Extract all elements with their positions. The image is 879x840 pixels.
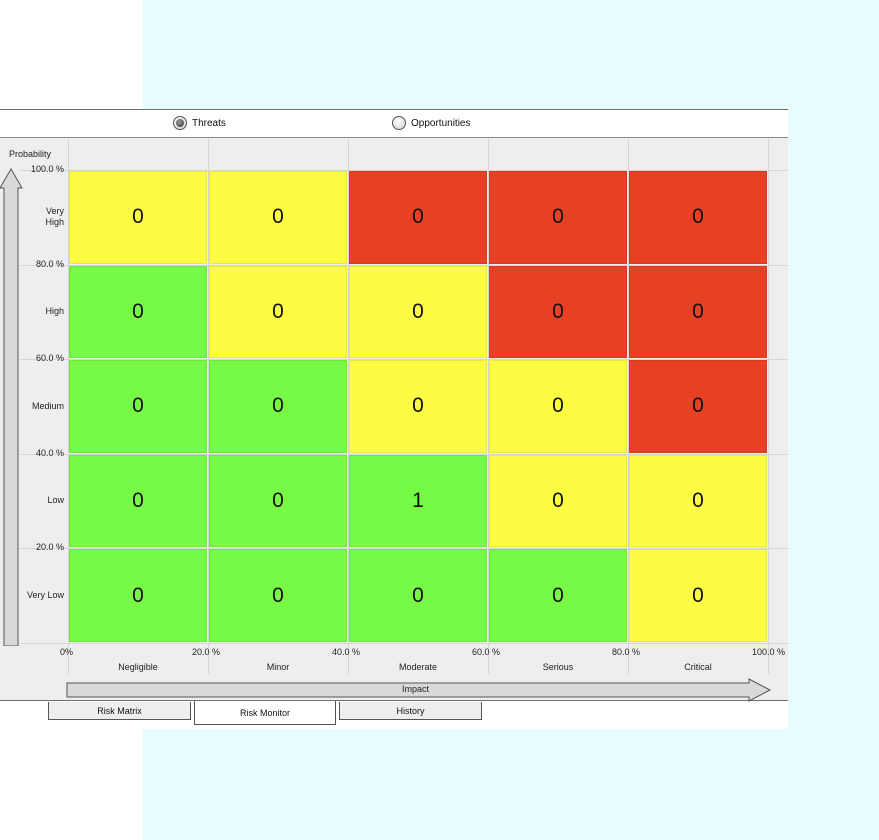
- matrix-cell[interactable]: 0: [69, 360, 207, 453]
- grid-vertical-line: [768, 138, 769, 674]
- matrix-cell[interactable]: 0: [629, 360, 767, 453]
- matrix-cell[interactable]: 0: [489, 360, 627, 453]
- grid-vertical-line: [208, 138, 209, 674]
- tab-risk-monitor[interactable]: Risk Monitor: [194, 701, 336, 725]
- tab-history[interactable]: History: [339, 702, 482, 720]
- matrix-cell[interactable]: 0: [629, 265, 767, 359]
- threats-label: Threats: [192, 117, 226, 129]
- x-axis-title: Impact: [402, 684, 430, 694]
- grid-vertical-line: [488, 138, 489, 674]
- matrix-cell[interactable]: 0: [209, 360, 347, 453]
- opportunities-radio-indicator[interactable]: [392, 116, 406, 130]
- view-tabs: Risk Matrix Risk Monitor History: [0, 701, 788, 729]
- grid-horizontal-line: [20, 453, 788, 455]
- y-tick-label: 20.0 %: [35, 542, 64, 553]
- grid-vertical-line: [68, 138, 69, 674]
- probability-arrow: [0, 168, 23, 646]
- x-category-label: Critical: [684, 662, 712, 672]
- x-category-label: Serious: [542, 662, 574, 672]
- tab-risk-monitor-label: Risk Monitor: [239, 707, 290, 718]
- y-tick-label: 40.0 %: [35, 447, 64, 458]
- matrix-cell[interactable]: 0: [209, 549, 347, 642]
- tab-risk-matrix[interactable]: Risk Matrix: [48, 702, 191, 720]
- matrix-cell[interactable]: 0: [489, 549, 627, 642]
- grid-horizontal-line: [20, 359, 788, 361]
- matrix-cell[interactable]: 1: [349, 454, 487, 548]
- matrix-cell[interactable]: 0: [489, 265, 627, 359]
- threats-radio[interactable]: Threats: [173, 116, 226, 130]
- matrix-cell[interactable]: 0: [489, 171, 627, 264]
- y-category-label: Low: [47, 495, 64, 506]
- y-tick-label: 60.0 %: [35, 353, 64, 364]
- x-category-label: Moderate: [398, 662, 438, 672]
- grid-vertical-line: [628, 138, 629, 674]
- tab-risk-matrix-label: Risk Matrix: [97, 705, 142, 716]
- matrix-cell[interactable]: 0: [629, 171, 767, 264]
- matrix-cell[interactable]: 0: [629, 454, 767, 548]
- y-tick-label: 100.0 %: [30, 164, 64, 174]
- matrix-cell[interactable]: 0: [209, 265, 347, 359]
- risk-type-selector: Threats Opportunities: [0, 110, 788, 138]
- matrix-cell[interactable]: 0: [69, 549, 207, 642]
- matrix-cell[interactable]: 0: [349, 360, 487, 453]
- x-tick-label: 40.0 %: [332, 647, 361, 657]
- matrix-cell[interactable]: 0: [69, 171, 207, 264]
- x-category-label: Negligible: [118, 662, 158, 672]
- matrix-cell[interactable]: 0: [489, 454, 627, 548]
- y-axis-title: Probability: [9, 149, 52, 159]
- y-category-label: High: [45, 305, 64, 316]
- y-category-label: Very Low: [26, 589, 64, 600]
- matrix-cell[interactable]: 0: [69, 454, 207, 548]
- x-tick-label: 100.0 %: [752, 647, 786, 657]
- y-tick-label: 80.0 %: [35, 258, 64, 269]
- x-tick-label: 20.0 %: [192, 647, 221, 657]
- x-tick-label: 60.0 %: [472, 647, 501, 657]
- opportunities-label: Opportunities: [411, 117, 471, 129]
- matrix-cell[interactable]: 0: [349, 171, 487, 264]
- y-category-label: Very High: [45, 206, 64, 228]
- threats-radio-indicator[interactable]: [173, 116, 187, 130]
- grid-vertical-line: [348, 138, 349, 674]
- grid-horizontal-line: [20, 548, 788, 550]
- x-category-label: Minor: [266, 662, 290, 672]
- matrix-cell[interactable]: 0: [629, 549, 767, 642]
- tab-history-label: History: [396, 705, 425, 716]
- x-tick-label: 80.0 %: [612, 647, 641, 657]
- y-category-label: Medium: [31, 400, 64, 411]
- matrix-cell[interactable]: 0: [349, 265, 487, 359]
- grid-horizontal-line: [20, 264, 788, 266]
- opportunities-radio[interactable]: Opportunities: [392, 116, 470, 130]
- matrix-cell[interactable]: 0: [349, 549, 487, 642]
- impact-arrow: [66, 678, 772, 702]
- matrix-cell[interactable]: 0: [69, 265, 207, 359]
- grid-horizontal-line: [20, 170, 788, 171]
- matrix-cell[interactable]: 0: [209, 171, 347, 264]
- matrix-cell[interactable]: 0: [209, 454, 347, 548]
- x-tick-label: 0%: [60, 647, 74, 657]
- grid-horizontal-line: [20, 643, 788, 644]
